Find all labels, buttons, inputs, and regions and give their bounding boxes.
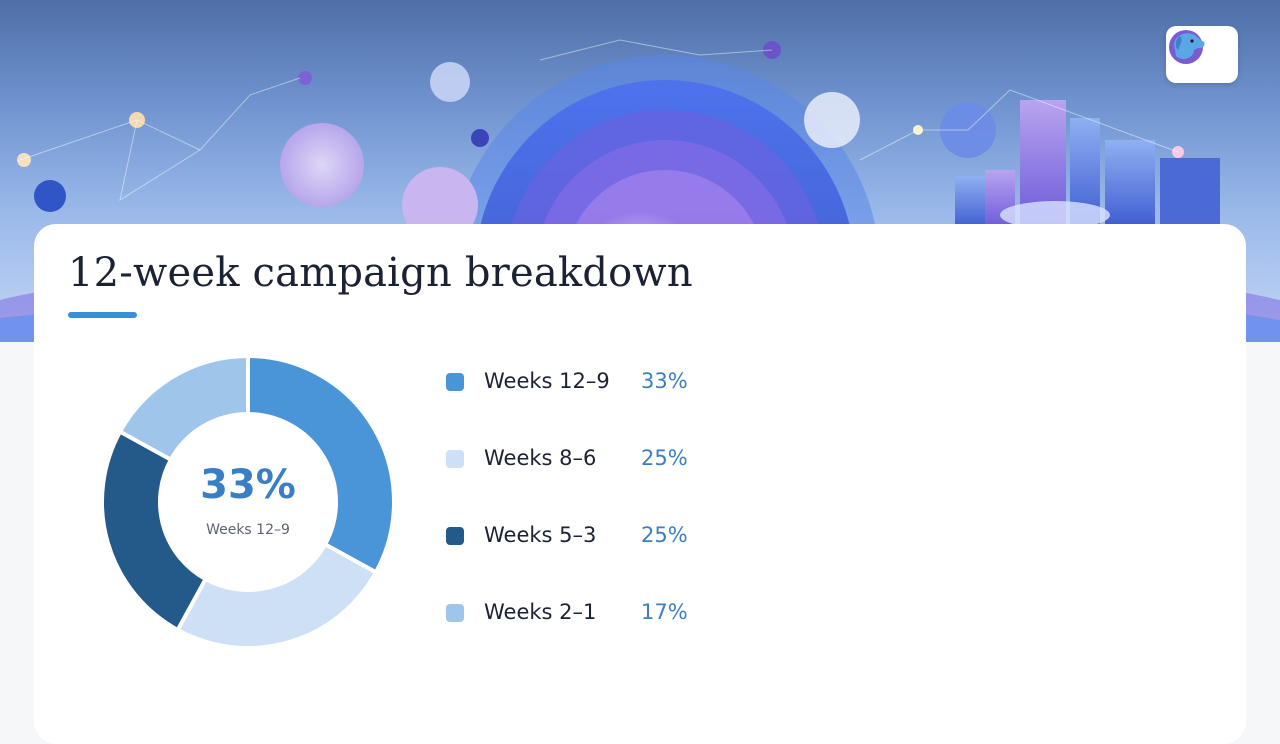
donut-center-label: Weeks 12–9: [206, 522, 290, 538]
donut-chart: [100, 353, 396, 650]
legend-label: Weeks 5–3: [484, 523, 597, 547]
dog-mascot-icon: [1169, 30, 1205, 64]
legend-swatch: [446, 527, 464, 545]
content-card: 12-week campaign breakdown 33% Weeks 12–…: [34, 224, 1246, 744]
legend-item: Weeks 12–9 33%: [446, 364, 746, 400]
legend-value: 25%: [641, 446, 688, 470]
legend-item: Weeks 8–6 25%: [446, 441, 746, 477]
legend-swatch: [446, 373, 464, 391]
legend-swatch: [446, 604, 464, 622]
donut-slice-3: [100, 428, 209, 633]
legend-item: Weeks 5–3 25%: [446, 518, 746, 554]
legend-label: Weeks 8–6: [484, 446, 597, 470]
title-underline: [68, 312, 137, 318]
donut-slice-4: [117, 353, 250, 463]
legend-label: Weeks 12–9: [484, 369, 610, 393]
donut-center-value: 33%: [200, 462, 296, 508]
legend-value: 17%: [641, 600, 688, 624]
page-title: 12-week campaign breakdown: [68, 250, 693, 296]
logo-badge[interactable]: [1166, 26, 1238, 83]
legend-value: 25%: [641, 523, 688, 547]
legend-item: Weeks 2–1 17%: [446, 595, 746, 631]
legend-value: 33%: [641, 369, 688, 393]
legend-label: Weeks 2–1: [484, 600, 597, 624]
legend-swatch: [446, 450, 464, 468]
donut-slice-2: [174, 541, 379, 650]
donut-slice-1: [246, 353, 396, 576]
